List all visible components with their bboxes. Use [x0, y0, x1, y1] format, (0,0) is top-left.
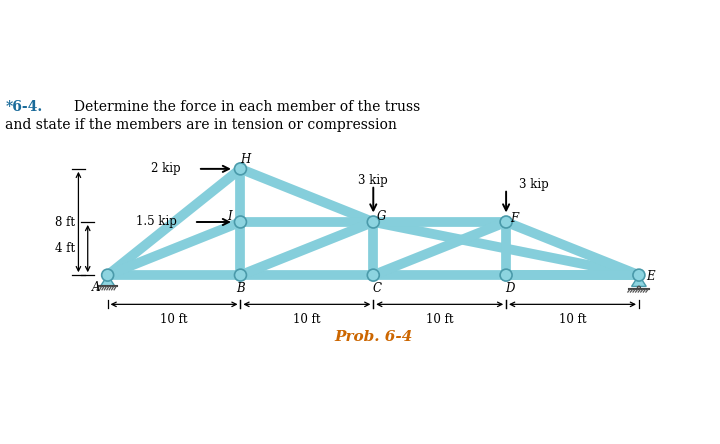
- Text: *6-4.: *6-4.: [5, 100, 42, 114]
- Circle shape: [367, 269, 379, 281]
- Text: D: D: [505, 282, 515, 295]
- Circle shape: [637, 286, 641, 289]
- Text: 10 ft: 10 ft: [559, 313, 586, 326]
- Text: 10 ft: 10 ft: [161, 313, 188, 326]
- Text: F: F: [510, 211, 518, 225]
- Text: Prob. 6-4: Prob. 6-4: [334, 330, 413, 344]
- Text: C: C: [373, 282, 382, 295]
- Polygon shape: [631, 275, 647, 286]
- Text: 3 kip: 3 kip: [359, 174, 388, 186]
- Text: E: E: [647, 270, 655, 283]
- Text: B: B: [236, 282, 245, 295]
- Circle shape: [500, 216, 512, 228]
- Polygon shape: [100, 275, 115, 286]
- Text: 1.5 kip: 1.5 kip: [136, 215, 176, 229]
- Text: and state if the members are in tension or compression: and state if the members are in tension …: [5, 119, 397, 132]
- Circle shape: [367, 216, 379, 228]
- Circle shape: [235, 269, 246, 281]
- Circle shape: [235, 216, 246, 228]
- Circle shape: [633, 269, 645, 281]
- Text: 4 ft: 4 ft: [55, 242, 75, 255]
- Circle shape: [500, 269, 512, 281]
- Text: I: I: [228, 210, 232, 223]
- Text: 2 kip: 2 kip: [151, 163, 181, 175]
- Text: A: A: [91, 281, 100, 293]
- Text: 10 ft: 10 ft: [293, 313, 320, 326]
- Text: 8 ft: 8 ft: [55, 215, 75, 229]
- Text: H: H: [240, 153, 251, 166]
- Text: 10 ft: 10 ft: [426, 313, 454, 326]
- Text: Determine the force in each member of the truss: Determine the force in each member of th…: [74, 100, 420, 114]
- Circle shape: [235, 163, 246, 175]
- Text: 3 kip: 3 kip: [519, 178, 549, 191]
- Circle shape: [102, 269, 114, 281]
- Text: G: G: [377, 210, 386, 223]
